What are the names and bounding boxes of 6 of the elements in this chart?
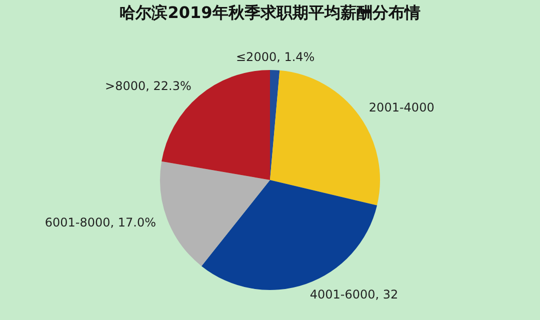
slice-label: 4001-6000, 32 xyxy=(310,287,398,302)
slice-label: 6001-8000, 17.0% xyxy=(44,216,156,230)
chart-title: 哈尔滨2019年秋季求职期平均薪酬分布情 xyxy=(120,3,420,22)
slice-label: >8000, 22.3% xyxy=(105,78,192,93)
slice-label: ≤2000, 1.4% xyxy=(236,50,315,64)
slice-label: 2001-4000 xyxy=(368,100,434,115)
